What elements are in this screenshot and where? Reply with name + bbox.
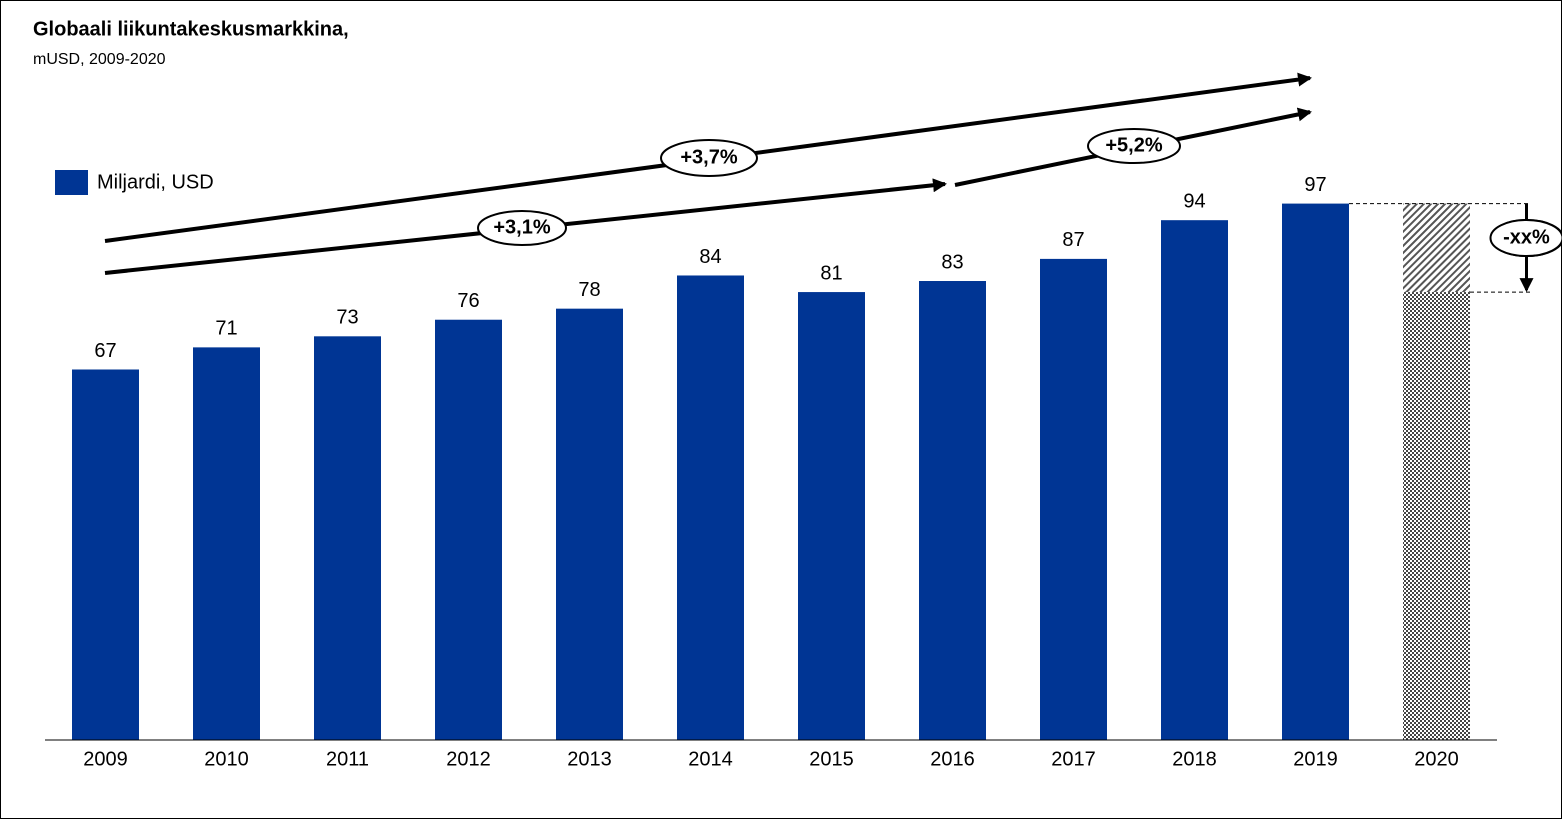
bar [798,292,865,740]
value-label: 87 [1062,229,1084,251]
chart-title: Globaali liikuntakeskusmarkkina, [33,18,349,40]
value-label: 83 [941,251,963,273]
bar [1040,258,1107,740]
annotation: +5,2% [1105,134,1162,156]
annotation: +3,1% [493,216,550,238]
x-tick-label: 2020 [1414,748,1459,770]
bar [919,281,986,740]
annotation-bubble [1087,128,1181,164]
value-label: 84 [699,246,721,268]
bar [72,369,139,740]
value-label: 67 [94,340,116,362]
annotation: +3,7% [680,146,737,168]
annotation-bubble [477,210,567,246]
legend-label: Miljardi, USD [97,171,214,193]
annotation: -xx% [1503,226,1550,248]
bar [1282,203,1349,741]
chart-subtitle: mUSD, 2009-2020 [33,51,166,68]
bar [677,275,744,740]
x-tick-label: 2017 [1051,748,1096,770]
legend-swatch [55,170,88,195]
x-tick-label: 2018 [1172,748,1217,770]
bar [435,319,502,740]
bar [1161,220,1228,740]
x-tick-label: 2014 [688,748,733,770]
x-tick-label: 2013 [567,748,612,770]
range-bar [1403,203,1470,293]
value-label: 78 [578,279,600,301]
x-tick-label: 2009 [83,748,128,770]
x-tick-label: 2011 [326,748,369,770]
bar [314,336,381,740]
value-label: 97 [1304,174,1326,196]
x-tick-label: 2019 [1293,748,1338,770]
value-label: 81 [820,262,842,284]
value-label: 94 [1183,190,1205,212]
annotation-bubble [660,139,758,177]
value-label: 76 [457,290,479,312]
x-tick-label: 2016 [930,748,975,770]
x-tick-label: 2015 [809,748,854,770]
annotation-bubble [1489,219,1562,257]
bar [193,347,260,740]
x-tick-label: 2012 [446,748,491,770]
value-label: 71 [215,318,237,340]
bar [1403,292,1470,740]
bar [556,308,623,740]
x-tick-label: 2010 [204,748,249,770]
value-label: 73 [336,307,358,329]
